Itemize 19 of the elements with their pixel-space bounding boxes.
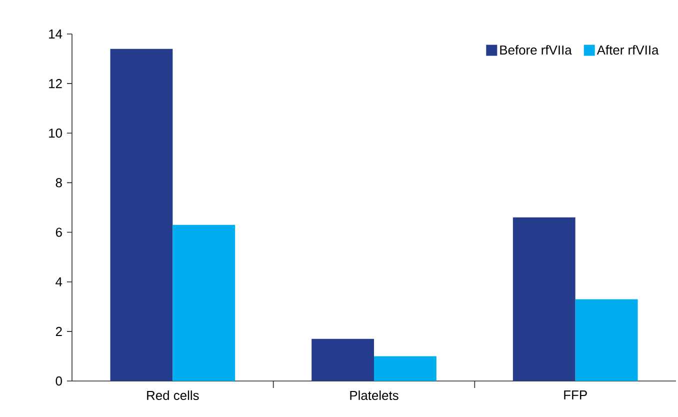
y-tick-label: 0 (56, 376, 62, 386)
y-tick-label: 12 (49, 79, 62, 88)
y-tick-label: 10 (49, 128, 62, 138)
y-tick-label: 4 (56, 277, 62, 286)
bar (374, 356, 436, 381)
bar (575, 299, 638, 381)
y-tick-label: 6 (56, 228, 62, 237)
y-tick-label: 8 (56, 178, 62, 188)
bar (110, 48, 173, 381)
x-tick-label: Red cells (147, 390, 199, 400)
bar (512, 217, 576, 381)
x-tick-label: Platelets (350, 390, 398, 400)
bar (312, 338, 374, 381)
legend-label: Before rfVIIa (500, 45, 572, 55)
y-tick-label: 14 (49, 30, 62, 38)
y-tick-label: 2 (56, 326, 62, 336)
legend-label: After rfVIIa (596, 45, 659, 55)
x-tick-label: FFP (564, 390, 587, 400)
bar (172, 224, 236, 381)
